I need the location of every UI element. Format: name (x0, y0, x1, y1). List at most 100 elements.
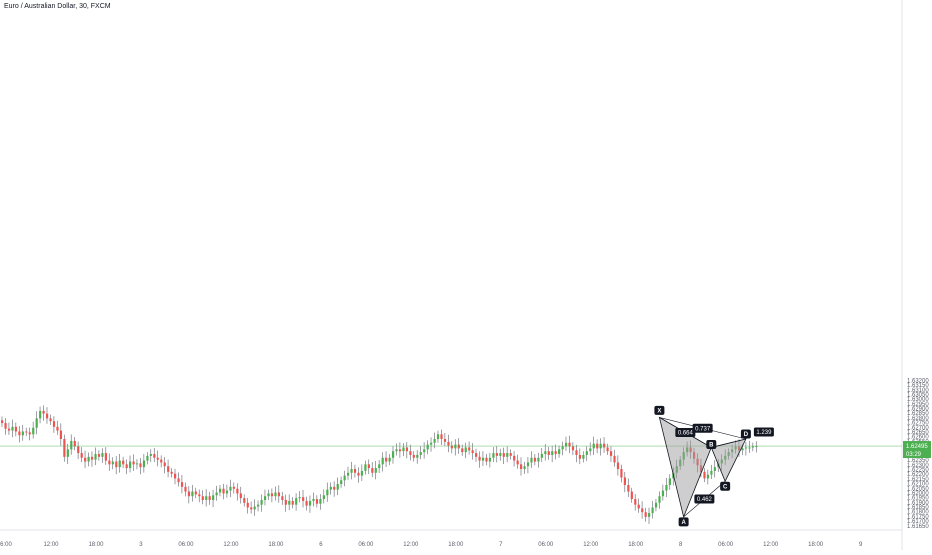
candle-body (215, 492, 218, 496)
y-tick-label: 1.61850 (907, 505, 929, 511)
y-tick-label: 1.63050 (907, 392, 929, 398)
candle-body (160, 459, 163, 463)
candle-body (267, 493, 270, 497)
x-tick-label: 9 (859, 542, 863, 548)
candle-body (478, 456, 481, 461)
candle-body (329, 486, 332, 490)
candle-body (585, 451, 588, 455)
ratio-label: 1.239 (756, 430, 772, 436)
candle-body (187, 491, 191, 497)
candle-body (713, 467, 716, 471)
candle-body (94, 454, 97, 460)
candle-body (658, 496, 661, 503)
candle-body (115, 461, 118, 468)
point-label: A (681, 520, 686, 526)
candle-body (561, 446, 564, 450)
candle-body (603, 443, 606, 448)
candle-body (149, 454, 152, 456)
point-label-box (706, 439, 717, 449)
candle-body (641, 508, 644, 513)
candle-body (654, 502, 658, 508)
candle-body (18, 431, 21, 436)
y-tick-label: 1.62700 (907, 425, 929, 431)
candle-body (454, 444, 457, 449)
candle-body (291, 500, 294, 505)
candle-body (322, 495, 325, 500)
x-tick-label: 12:00 (403, 542, 419, 548)
candle-body (360, 470, 364, 476)
candle-body (336, 484, 339, 490)
candle-body (236, 488, 239, 494)
candle-body (395, 449, 398, 452)
candle-body (620, 469, 623, 478)
candle-body (39, 410, 42, 419)
y-tick-label: 1.62150 (907, 477, 929, 483)
ratio-label: 0.462 (697, 497, 713, 503)
candle-body (665, 484, 668, 491)
candle-body (111, 461, 114, 465)
candle-body (443, 439, 447, 442)
candle-body (125, 464, 128, 469)
candle-body (609, 451, 613, 456)
y-tick-label: 1.61700 (907, 519, 929, 525)
candle-body (308, 500, 312, 506)
candle-body (540, 454, 543, 458)
candle-body (554, 451, 557, 455)
y-tick-label: 1.61900 (907, 500, 929, 506)
candle-body (4, 423, 7, 429)
y-tick-label: 1.61650 (907, 524, 929, 530)
candle-body (153, 454, 156, 458)
candle-body (637, 504, 640, 509)
candle-body (163, 462, 166, 467)
candle-body (502, 453, 505, 457)
candle-body (578, 454, 582, 459)
candle-body (430, 442, 433, 445)
candle-body (353, 469, 357, 473)
candle-body (139, 463, 142, 468)
x-tick-label: 06:00 (178, 542, 194, 548)
candle-body (90, 456, 94, 460)
candle-body (180, 482, 184, 487)
candle-body (613, 455, 616, 463)
candle-body (433, 439, 436, 443)
candle-body (533, 457, 537, 462)
candle-body (367, 464, 370, 469)
candle-body (302, 497, 305, 501)
ratio-label-box (694, 494, 715, 504)
candle-body (405, 447, 409, 452)
candle-body (471, 450, 474, 454)
y-tick-label: 1.62300 (907, 463, 929, 469)
candle-body (371, 468, 374, 473)
candle-body (575, 450, 578, 455)
candle-body (45, 413, 49, 419)
candle-body (495, 453, 498, 456)
candle-body (49, 418, 52, 422)
x-tick-label: 18:00 (268, 542, 284, 548)
candle-body (122, 460, 125, 465)
candle-body (423, 449, 426, 453)
candle-body (388, 457, 391, 462)
point-label: D (744, 432, 749, 438)
candle-body (447, 441, 450, 446)
candle-body (212, 495, 215, 500)
x-tick-label: 12:00 (583, 542, 599, 548)
point-label-box (654, 405, 665, 415)
candle-body (326, 489, 329, 496)
candle-body (468, 447, 471, 451)
candle-body (118, 460, 121, 468)
candle-body (364, 464, 367, 471)
candle-body (315, 499, 319, 504)
pattern-ratio-line (711, 438, 746, 448)
candle-body (257, 504, 260, 507)
candle-body (56, 426, 59, 431)
x-tick-label: 12:00 (763, 542, 779, 548)
candle-body (288, 500, 291, 505)
x-tick-label: 6 (319, 542, 323, 548)
candle-body (104, 453, 107, 461)
plot-area[interactable] (0, 0, 902, 530)
candle-body (25, 431, 28, 433)
countdown-tag (903, 450, 931, 459)
candle-body (239, 493, 242, 499)
